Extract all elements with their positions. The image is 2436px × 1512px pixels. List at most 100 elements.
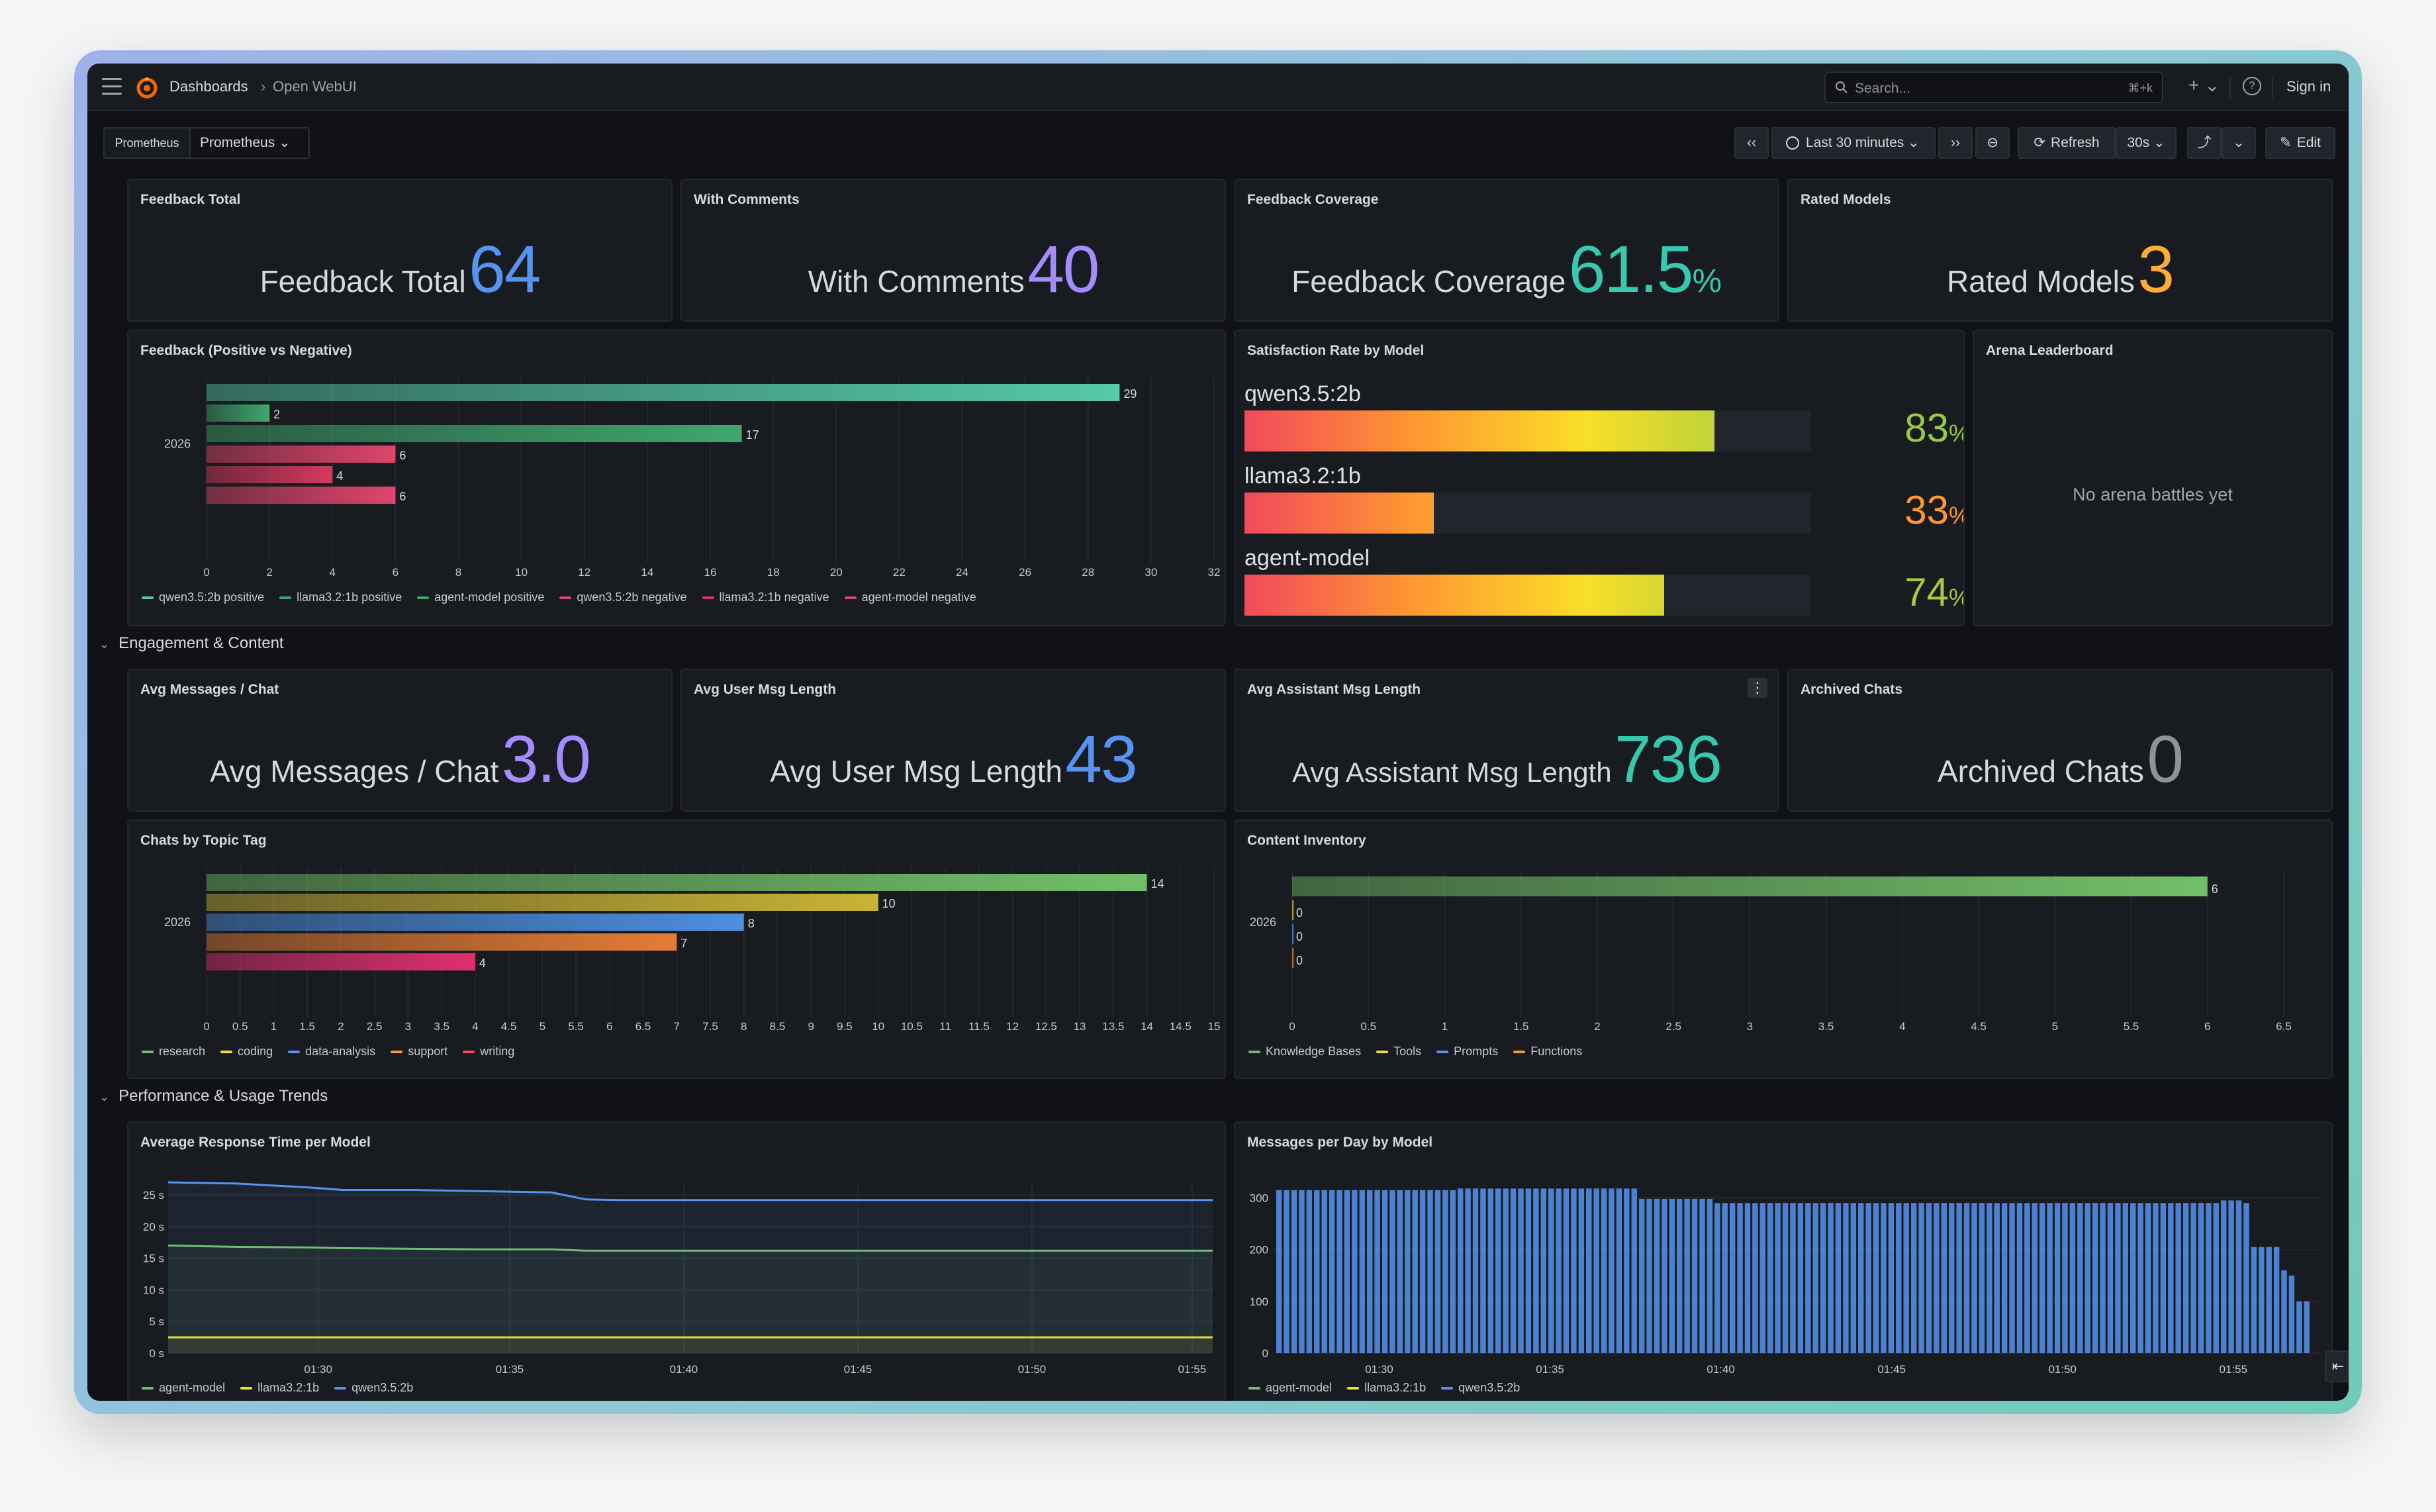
share-menu-button[interactable]: ⌄	[2222, 127, 2256, 159]
legend-item[interactable]: Functions	[1513, 1045, 1582, 1059]
panel-feedback-chart[interactable]: Feedback (Positive vs Negative) 0 2 4 6 8 10 1…	[127, 330, 1226, 626]
refresh-interval-select[interactable]: 30s ⌄	[2116, 127, 2177, 159]
bar	[1299, 1190, 1305, 1353]
edit-button[interactable]: ✎ Edit	[2265, 127, 2335, 159]
bar	[1510, 1188, 1517, 1353]
x-tick-label: 01:45	[844, 1363, 872, 1376]
time-range-picker[interactable]: Last 30 minutes ⌄	[1771, 127, 1936, 159]
legend-item[interactable]: agent-model negative	[844, 591, 976, 604]
refresh-button[interactable]: ⟳ Refresh	[2018, 127, 2116, 159]
bar	[1843, 1203, 1849, 1353]
legend-swatch	[142, 1387, 154, 1390]
bar	[2296, 1301, 2302, 1353]
legend-item[interactable]: Tools	[1376, 1045, 1421, 1059]
legend-label: agent-model negative	[861, 591, 976, 604]
legend-item[interactable]: coding	[220, 1045, 273, 1059]
panel-arena-leaderboard[interactable]: Arena Leaderboard No arena battles yet	[1973, 330, 2333, 626]
panel-content-inventory[interactable]: Content Inventory 0 0.5 1 1.5 2 2.5 3 3.5 4 4.5 5 5…	[1234, 820, 2333, 1079]
legend-item[interactable]: qwen3.5:2b negative	[559, 591, 687, 604]
bar	[1775, 1203, 1781, 1353]
bar	[2024, 1203, 2030, 1353]
x-tick-label: 0	[1289, 1020, 1295, 1033]
time-back-button[interactable]: ‹‹	[1734, 127, 1769, 159]
bar	[2032, 1203, 2038, 1353]
stat-label: Avg Messages / Chat	[210, 754, 499, 788]
legend-item[interactable]: writing	[463, 1045, 514, 1059]
legend-item[interactable]: agent-model	[1248, 1381, 1332, 1395]
legend-item[interactable]: qwen3.5:2b	[334, 1381, 413, 1395]
legend-label: llama3.2:1b	[1364, 1381, 1427, 1394]
stat-panel-rated-models[interactable]: Rated Models Rated Models 3	[1787, 179, 2333, 322]
row-header-engagement[interactable]: ⌄ Engagement & Content	[99, 634, 284, 653]
legend-item[interactable]: llama3.2:1b	[1347, 1381, 1426, 1395]
panel-chats-by-topic[interactable]: Chats by Topic Tag 0 0.5 1 1.5 2 2.5 3 3.5 4 4.5 5…	[127, 820, 1226, 1079]
legend-item[interactable]: Knowledge Bases	[1248, 1045, 1361, 1059]
stat-value-row: Avg Messages / Chat 3.0	[128, 722, 671, 798]
gauge-value-unit: %	[1949, 584, 1963, 611]
legend-item[interactable]: Prompts	[1436, 1045, 1498, 1059]
bar	[1609, 1188, 1615, 1353]
dock-toggle-button[interactable]: ⇤	[2325, 1350, 2349, 1382]
search-input[interactable]: Search... ⌘+k	[1824, 71, 2163, 103]
legend-label: qwen3.5:2b	[351, 1381, 414, 1394]
stat-value: 3	[2137, 232, 2175, 307]
bar	[1427, 1190, 1433, 1353]
panel-title: Arena Leaderboard	[1986, 343, 2114, 358]
legend-item[interactable]: data-analysis	[288, 1045, 375, 1059]
sign-in-link[interactable]: Sign in	[2286, 78, 2331, 95]
stat-value: 3.0	[501, 722, 591, 796]
panel-response-time[interactable]: Average Response Time per Model 0 s 5 s 10…	[127, 1121, 1226, 1401]
panel-title: With Comments	[694, 192, 800, 207]
datasource-variable-label: Prometheus	[103, 127, 191, 159]
legend-item[interactable]: agent-model positive	[417, 591, 544, 604]
edit-label: Edit	[2296, 135, 2321, 150]
stat-panel-archived-chats[interactable]: Archived Chats Archived Chats 0	[1787, 669, 2333, 812]
stat-panel-avg-user-msg-length[interactable]: Avg User Msg Length Avg User Msg Length …	[680, 669, 1226, 812]
x-tick-label: 2.5	[367, 1020, 383, 1033]
datasource-variable-select[interactable]: Prometheus ⌄	[189, 127, 310, 159]
bar	[207, 404, 270, 422]
stat-panel-feedback-coverage[interactable]: Feedback Coverage Feedback Coverage 61.5…	[1234, 179, 1779, 322]
gauge-value-number: 74	[1904, 570, 1949, 614]
stat-panel-avg-messages[interactable]: Avg Messages / Chat Avg Messages / Chat …	[127, 669, 673, 812]
add-menu-button[interactable]: + ⌄	[2188, 75, 2220, 95]
stat-panel-with-comments[interactable]: With Comments With Comments 40	[680, 179, 1226, 322]
share-button[interactable]: ⤴	[2187, 127, 2222, 159]
bar	[1669, 1199, 1675, 1353]
x-tick-label: 8.5	[770, 1020, 786, 1033]
legend-item[interactable]: llama3.2:1b negative	[702, 591, 829, 604]
response-time-line-chart: 0 s 5 s 10 s 15 s 20 s 25 s 01:30 01:35 01:40 01:…	[143, 1181, 1213, 1376]
stat-value-row: Feedback Coverage 61.5%	[1235, 232, 1778, 308]
legend-item[interactable]: support	[391, 1045, 447, 1059]
legend-item[interactable]: agent-model	[142, 1381, 225, 1395]
x-tick-label: 01:40	[670, 1363, 698, 1376]
legend-item[interactable]: llama3.2:1b	[240, 1381, 319, 1395]
help-icon[interactable]: ?	[2243, 77, 2261, 95]
menu-icon[interactable]	[102, 78, 122, 97]
legend-item[interactable]: research	[142, 1045, 205, 1059]
row-header-performance[interactable]: ⌄ Performance & Usage Trends	[99, 1087, 328, 1106]
panel-menu-icon[interactable]: ⋮	[1748, 678, 1767, 698]
chart-legend: qwen3.5:2b positive llama3.2:1b positive…	[142, 591, 988, 604]
legend-item[interactable]: llama3.2:1b positive	[279, 591, 402, 604]
bar	[1366, 1190, 1373, 1353]
bar-gauge-track	[1244, 410, 1811, 451]
legend-label: research	[159, 1045, 206, 1058]
panel-messages-per-day[interactable]: Messages per Day by Model 0 100 200 300 01:3…	[1234, 1121, 2333, 1401]
grafana-logo-icon[interactable]	[134, 74, 160, 101]
legend-label: Prompts	[1454, 1045, 1499, 1058]
search-shortcut: ⌘+k	[2128, 81, 2153, 95]
bar	[2251, 1247, 2257, 1353]
time-forward-button[interactable]: ››	[1938, 127, 1973, 159]
legend-item[interactable]: qwen3.5:2b positive	[142, 591, 264, 604]
chevron-down-icon: ⌄	[99, 1090, 110, 1104]
stat-panel-feedback-total[interactable]: Feedback Total Feedback Total 64	[127, 179, 673, 322]
legend-item[interactable]: qwen3.5:2b	[1441, 1381, 1520, 1395]
x-tick-label: 11.5	[968, 1020, 990, 1033]
zoom-out-button[interactable]: ⊖	[1975, 127, 2010, 159]
breadcrumb-dashboards[interactable]: Dashboards	[169, 78, 248, 95]
panel-satisfaction-rate[interactable]: Satisfaction Rate by Model qwen3.5:2b 83…	[1234, 330, 1965, 626]
bar	[1631, 1188, 1637, 1353]
stat-panel-avg-assistant-msg-length[interactable]: Avg Assistant Msg Length ⋮ Avg Assistant…	[1234, 669, 1779, 812]
bar	[207, 425, 742, 442]
